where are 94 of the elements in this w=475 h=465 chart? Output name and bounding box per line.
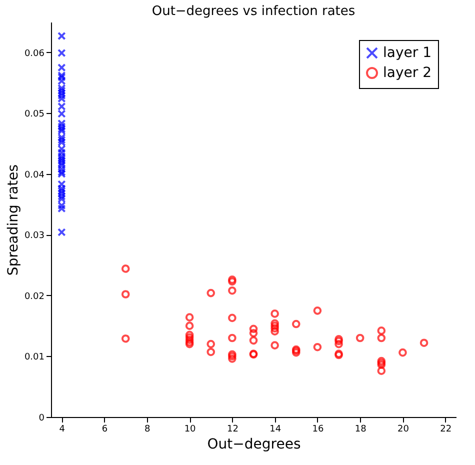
point — [57, 180, 66, 188]
y-tick-label: 0.04 — [24, 170, 45, 180]
point — [356, 334, 364, 342]
legend-label: layer 2 — [383, 65, 432, 81]
point — [313, 306, 322, 315]
point — [377, 334, 386, 342]
point — [57, 186, 66, 196]
point — [57, 201, 66, 210]
point — [57, 91, 66, 100]
x-tick-label: 4 — [59, 424, 66, 434]
point — [334, 340, 343, 348]
point — [228, 334, 236, 342]
point — [420, 338, 428, 348]
point — [121, 290, 130, 298]
point — [228, 276, 236, 284]
y-tick-label: 0.06 — [24, 48, 45, 59]
y-tick-label: 0.03 — [24, 231, 44, 242]
chart-title: Out−degrees vs infection rates — [152, 4, 356, 19]
y-tick-label: 0.01 — [24, 352, 44, 363]
point — [185, 336, 194, 344]
point — [57, 228, 66, 236]
point — [57, 136, 66, 144]
point — [57, 168, 66, 176]
point — [57, 122, 66, 131]
x-tick-label: 16 — [312, 424, 324, 434]
y-tick-label: 0.02 — [24, 292, 44, 302]
point — [121, 334, 130, 343]
point — [228, 352, 236, 360]
x-tick-label: 10 — [184, 424, 196, 434]
point — [57, 144, 66, 154]
point — [270, 324, 279, 332]
x-tick-label: 8 — [144, 424, 151, 434]
point — [121, 264, 130, 273]
point — [334, 336, 343, 346]
point — [57, 32, 66, 40]
point — [57, 124, 66, 134]
point — [57, 164, 66, 174]
point — [228, 350, 236, 359]
point — [377, 326, 386, 335]
point — [206, 348, 216, 356]
point — [57, 194, 66, 203]
point — [228, 277, 236, 286]
x-tick-label: 18 — [354, 424, 367, 434]
point — [185, 338, 194, 346]
point — [206, 288, 216, 298]
point — [292, 348, 300, 357]
point — [57, 102, 66, 111]
x-axis-title: Out−degrees — [207, 436, 301, 452]
point — [185, 322, 194, 330]
point — [57, 204, 66, 213]
point — [270, 322, 279, 330]
point — [313, 342, 322, 352]
point — [228, 286, 236, 295]
x-tick-label: 6 — [102, 424, 108, 434]
point — [57, 192, 66, 201]
y-tick-label: 0.05 — [24, 110, 44, 120]
point — [377, 358, 386, 368]
point — [185, 313, 194, 322]
point — [228, 354, 236, 363]
point — [57, 76, 66, 86]
point — [57, 156, 66, 165]
point — [377, 366, 386, 375]
point — [377, 360, 386, 369]
point — [270, 341, 279, 350]
point — [57, 161, 66, 170]
point — [57, 189, 66, 198]
y-tick-label: 0 — [38, 414, 45, 424]
point — [249, 328, 258, 338]
point — [206, 340, 216, 348]
point — [57, 148, 66, 157]
point — [57, 73, 66, 82]
point — [228, 314, 236, 322]
x-tick-label: 14 — [270, 424, 282, 434]
point — [398, 348, 407, 357]
point — [57, 152, 66, 160]
point — [57, 63, 66, 72]
y-axis-title: Spreading rates — [5, 164, 22, 276]
point — [57, 119, 66, 128]
point — [292, 320, 300, 328]
point — [270, 327, 279, 336]
point — [57, 138, 66, 146]
point — [57, 110, 66, 118]
point — [377, 356, 386, 366]
point — [57, 158, 66, 168]
point — [57, 48, 66, 58]
x-tick-label: 22 — [440, 424, 452, 434]
x-tick-label: 12 — [226, 424, 238, 434]
x-tick-label: 20 — [397, 424, 410, 434]
legend-label: layer 1 — [383, 45, 432, 61]
point — [249, 336, 258, 345]
point — [57, 94, 66, 103]
point — [249, 324, 258, 334]
point — [185, 340, 194, 348]
point — [270, 310, 279, 318]
